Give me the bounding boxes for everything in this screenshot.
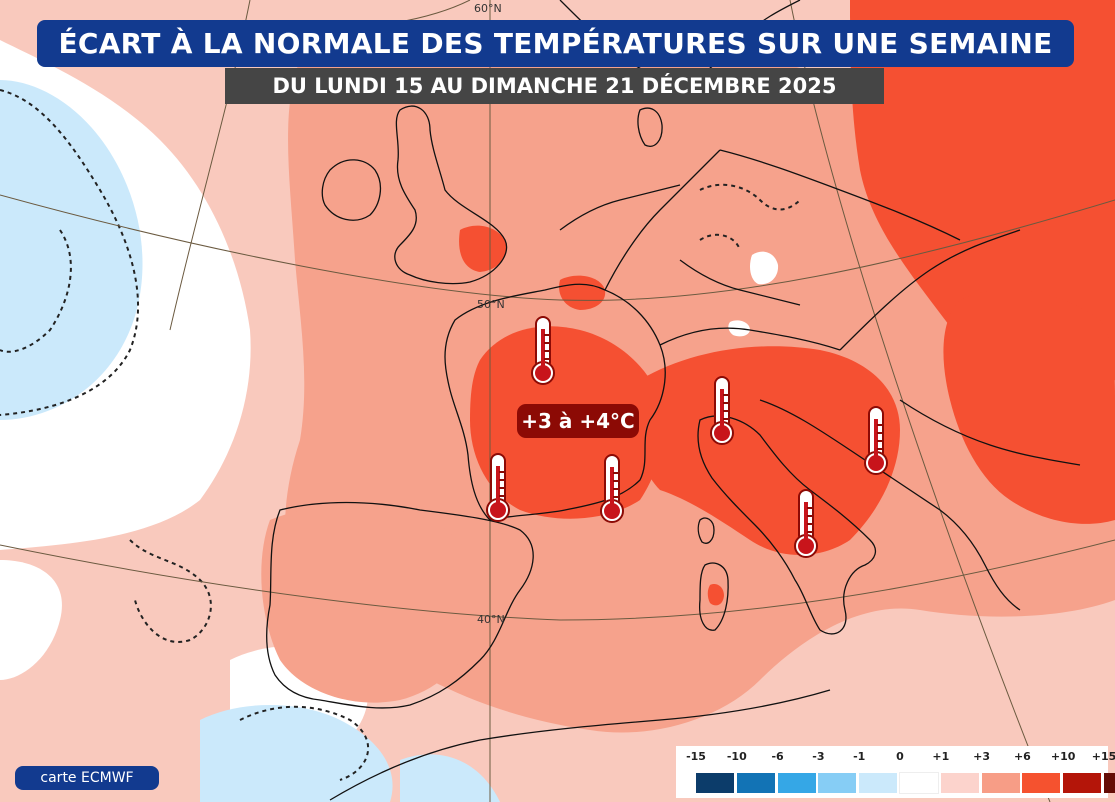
- cold-zone-northafrica: [400, 754, 500, 802]
- legend-swatch: [1063, 773, 1102, 793]
- legend-tick-label: -6: [771, 750, 784, 763]
- moderate-zone-iberia: [261, 505, 483, 703]
- legend-tick-label: +15: [1091, 750, 1115, 763]
- latitude-label-40: 40°N: [477, 613, 505, 626]
- strong-zone-balkans: [943, 289, 1115, 524]
- strong-zone-uk: [459, 225, 507, 272]
- zero-contour-lines: [0, 89, 801, 781]
- legend-tick-label: +1: [932, 750, 950, 763]
- thermometer-icon: [486, 453, 510, 522]
- legend-tick-label: -1: [853, 750, 866, 763]
- neutral-patch-czech: [750, 251, 779, 285]
- thermometer-icon: [531, 316, 555, 385]
- legend-tick-label: 0: [896, 750, 904, 763]
- coastlines: [266, 0, 1081, 801]
- source-credit: carte ECMWF: [15, 766, 159, 790]
- thermometer-icon: [710, 376, 734, 445]
- legend-swatch: [736, 773, 775, 793]
- strong-zone-alps-italy: [636, 346, 900, 555]
- cold-zone-atlantic: [0, 80, 143, 420]
- legend-tick-label: -15: [686, 750, 706, 763]
- legend-tick-label: -10: [726, 750, 747, 763]
- page-title: ÉCART À LA NORMALE DES TEMPÉRATURES SUR …: [37, 20, 1074, 67]
- legend-tick-label: +3: [973, 750, 991, 763]
- thermometer-icon: [600, 454, 624, 523]
- legend-swatch: [1104, 773, 1115, 793]
- legend-swatch: [777, 773, 816, 793]
- latitude-label-50: 50°N: [477, 298, 505, 311]
- legend-tick-label: +6: [1013, 750, 1031, 763]
- strong-zone-sardinia: [707, 584, 724, 606]
- anomaly-annotation: +3 à +4°C: [517, 404, 639, 438]
- legend-swatch: [1022, 773, 1061, 793]
- thermometer-icon: [864, 406, 888, 475]
- legend-swatch: [818, 773, 857, 793]
- legend-tick-label: -3: [812, 750, 825, 763]
- legend-swatch: [696, 773, 734, 793]
- legend-swatch: [859, 773, 898, 793]
- latitude-label-60: 60°N: [474, 2, 502, 15]
- color-scale-legend: -15 -10 -6 -3 -1 0 +1 +3 +6 +10 +15: [676, 746, 1115, 798]
- cold-zone-southwest: [200, 705, 393, 802]
- legend-tick-label: +10: [1050, 750, 1076, 763]
- page-subtitle: DU LUNDI 15 AU DIMANCHE 21 DÉCEMBRE 2025: [225, 68, 884, 104]
- legend-swatch: [940, 773, 979, 793]
- legend-swatch: [899, 772, 939, 794]
- neutral-zone-gulf: [0, 560, 62, 680]
- legend-swatch: [981, 773, 1020, 793]
- thermometer-icon: [794, 489, 818, 558]
